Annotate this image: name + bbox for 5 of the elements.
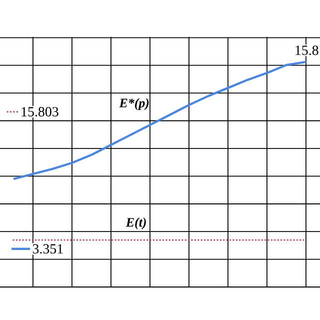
series-label: E(t): [126, 218, 146, 230]
text: 15.8: [296, 46, 318, 56]
text: 3.351: [32, 244, 63, 254]
annotation: 15.803: [22, 107, 58, 117]
series-label: E*(p): [119, 98, 149, 110]
